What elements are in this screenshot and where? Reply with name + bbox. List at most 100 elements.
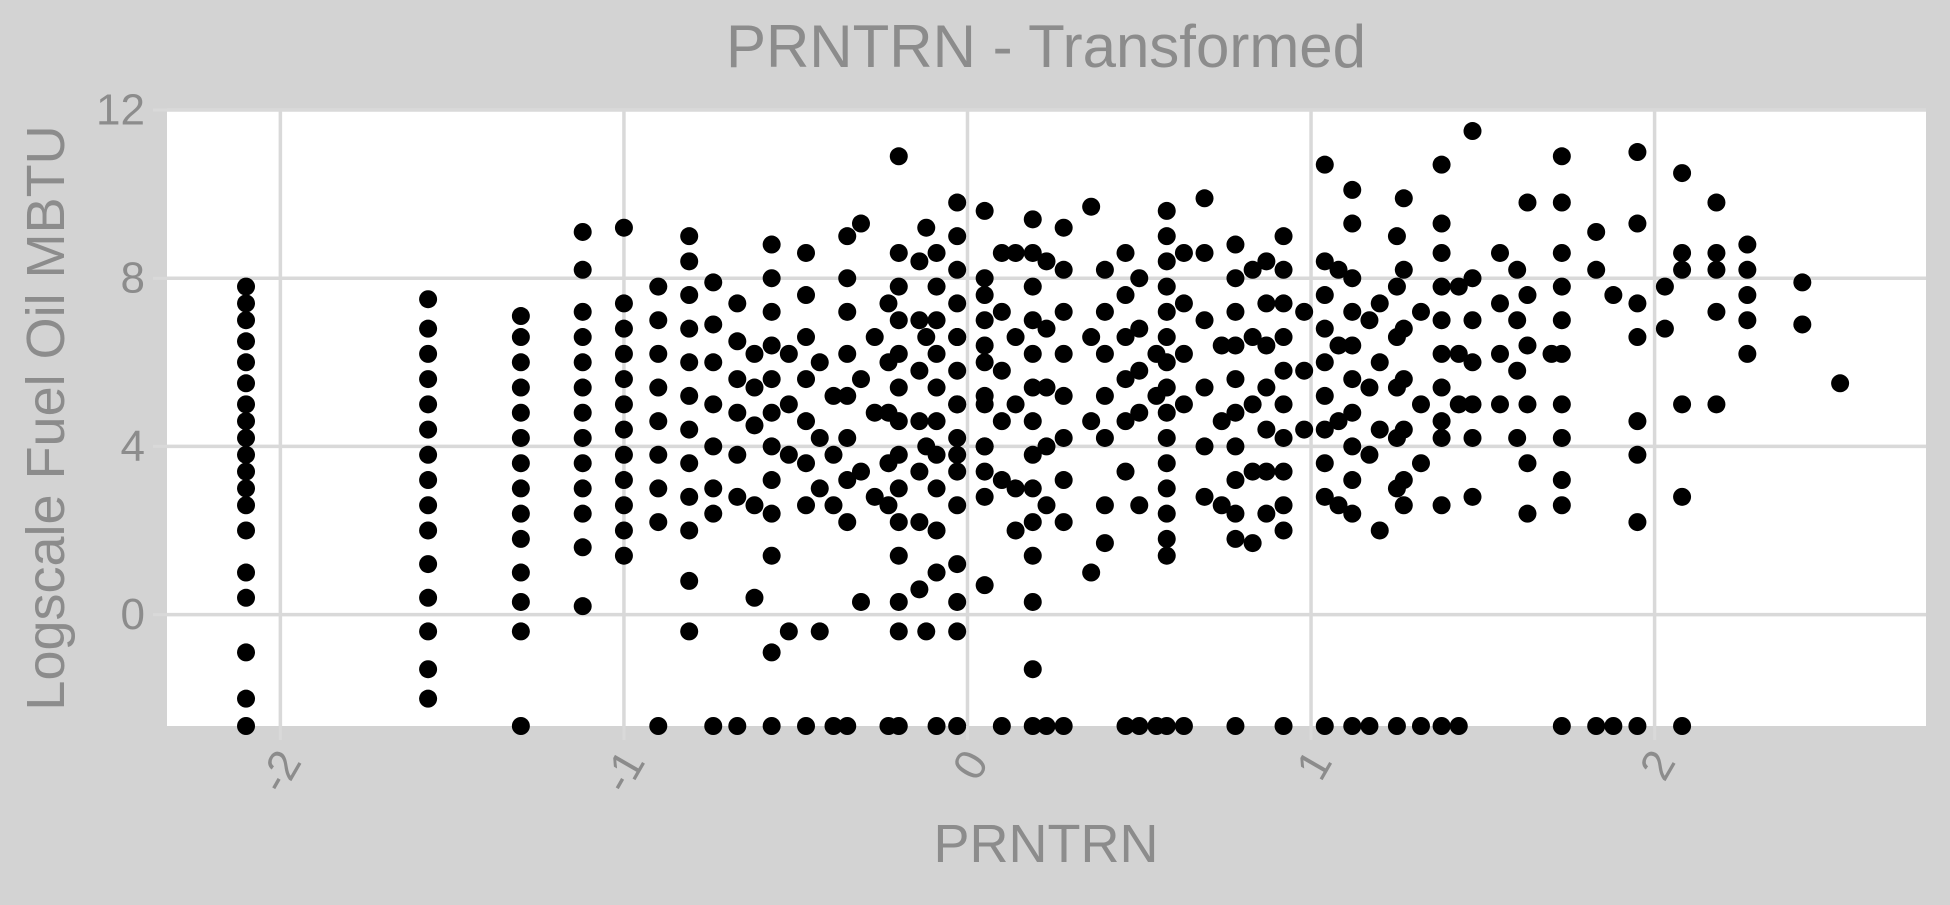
data-point [728,404,746,422]
data-point [1024,479,1042,497]
data-point [1464,488,1482,506]
data-point [1038,717,1056,735]
data-point [1738,311,1756,329]
data-point [1024,660,1042,678]
data-point [1024,278,1042,296]
data-point [680,488,698,506]
data-point [1707,303,1725,321]
data-point [948,463,966,481]
data-point [948,328,966,346]
data-point [1196,189,1214,207]
data-point [649,479,667,497]
data-point [1226,471,1244,489]
data-point [1553,244,1571,262]
data-point [824,496,842,514]
data-point [1158,547,1176,565]
data-point [1130,362,1148,380]
data-point [680,286,698,304]
data-point [910,311,928,329]
y-axis-label: Logscale Fuel Oil MBTU [16,125,76,710]
data-point [890,311,908,329]
data-point [704,717,722,735]
data-point [574,505,592,523]
data-point [512,564,530,582]
data-point [704,315,722,333]
data-point [838,387,856,405]
data-point [1491,294,1509,312]
data-point [879,294,897,312]
data-point [1360,311,1378,329]
data-point [1628,143,1646,161]
data-point [1226,236,1244,254]
data-point [1226,269,1244,287]
data-point [649,412,667,430]
data-point [928,521,946,539]
data-point [1518,336,1536,354]
data-point [1096,496,1114,514]
data-point [1130,717,1148,735]
data-point [615,395,633,413]
data-point [512,505,530,523]
data-point [976,488,994,506]
data-point [1175,345,1193,363]
data-point [1793,315,1811,333]
data-point [928,278,946,296]
data-point [1395,189,1413,207]
data-point [1096,303,1114,321]
data-point [1007,395,1025,413]
data-point [890,345,908,363]
data-point [1158,379,1176,397]
data-point [1343,181,1361,199]
data-point [1673,164,1691,182]
data-point [910,580,928,598]
data-point [1316,387,1334,405]
data-point [1257,421,1275,439]
data-point [1587,261,1605,279]
data-point [1196,379,1214,397]
data-point [1738,261,1756,279]
data-point [866,328,884,346]
data-point [928,446,946,464]
data-point [574,454,592,472]
data-point [419,395,437,413]
data-point [1412,303,1430,321]
data-point [1433,496,1451,514]
data-point [910,252,928,270]
data-point [1656,278,1674,296]
data-point [1316,286,1334,304]
data-point [1395,320,1413,338]
data-point [237,479,255,497]
data-point [824,446,842,464]
data-point [704,505,722,523]
data-point [680,622,698,640]
data-point [838,227,856,245]
data-point [1055,513,1073,531]
data-point [1433,244,1451,262]
data-point [1360,446,1378,464]
data-point [1360,379,1378,397]
data-point [680,252,698,270]
data-point [948,717,966,735]
data-point [237,353,255,371]
data-point [574,379,592,397]
data-point [1038,437,1056,455]
data-point [615,370,633,388]
data-point [1343,404,1361,422]
data-point [1024,593,1042,611]
data-point [1707,261,1725,279]
data-point [1433,311,1451,329]
data-point [1508,429,1526,447]
data-point [1038,379,1056,397]
data-point [1096,261,1114,279]
data-point [838,429,856,447]
data-point [1007,328,1025,346]
data-point [948,593,966,611]
data-point [419,555,437,573]
y-tick-label: 4 [121,422,145,471]
data-point [890,446,908,464]
data-point [948,429,966,447]
data-point [976,437,994,455]
data-point [1316,156,1334,174]
data-point [1275,717,1293,735]
data-point [615,446,633,464]
